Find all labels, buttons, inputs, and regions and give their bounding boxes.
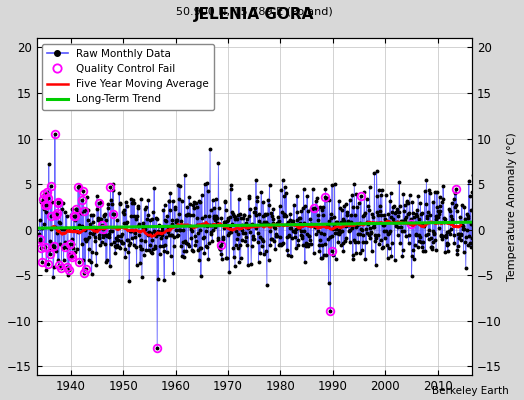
Legend: Raw Monthly Data, Quality Control Fail, Five Year Moving Average, Long-Term Tren: Raw Monthly Data, Quality Control Fail, … [42, 44, 214, 110]
Title: JELENIA GORA: JELENIA GORA [194, 7, 314, 22]
Y-axis label: Temperature Anomaly (°C): Temperature Anomaly (°C) [507, 132, 517, 281]
Text: 50.900 N, 15.789 E (Poland): 50.900 N, 15.789 E (Poland) [176, 6, 333, 16]
Text: Berkeley Earth: Berkeley Earth [432, 386, 508, 396]
